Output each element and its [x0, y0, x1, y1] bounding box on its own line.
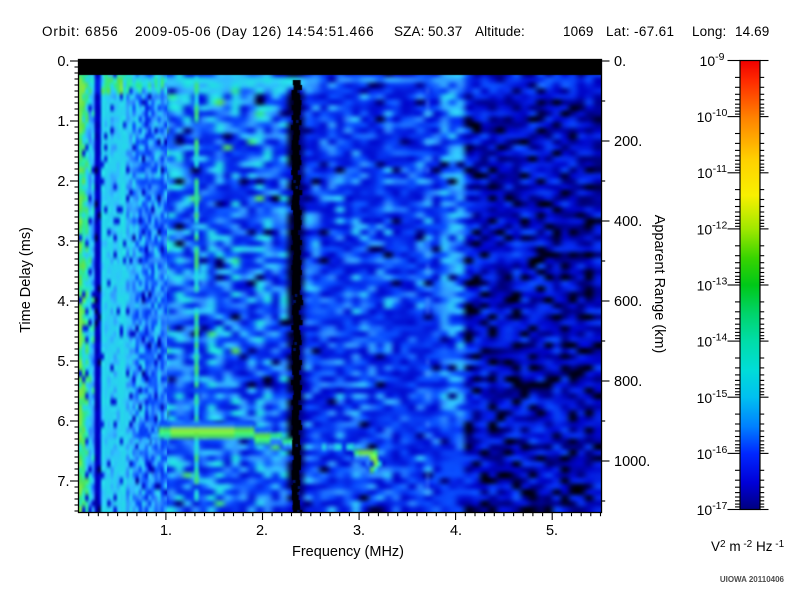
svg-text:3.: 3.	[57, 234, 69, 250]
svg-text:V2 m -2 Hz -1: V2 m -2 Hz -1	[711, 539, 785, 554]
svg-text:400.: 400.	[614, 214, 642, 230]
svg-text:1000.: 1000.	[614, 454, 650, 470]
svg-text:Frequency (MHz): Frequency (MHz)	[292, 544, 404, 560]
svg-text:10-10: 10-10	[697, 107, 728, 125]
svg-text:10-15: 10-15	[697, 388, 728, 406]
svg-text:10-17: 10-17	[697, 500, 728, 518]
svg-text:5.: 5.	[546, 523, 558, 539]
svg-text:10-12: 10-12	[697, 219, 728, 237]
svg-text:200.: 200.	[614, 134, 642, 150]
svg-text:4.: 4.	[450, 523, 462, 539]
svg-text:UIOWA 20110406: UIOWA 20110406	[720, 575, 785, 584]
svg-text:2.: 2.	[256, 523, 268, 539]
svg-text:Time Delay (ms): Time Delay (ms)	[18, 227, 34, 333]
svg-text:10-16: 10-16	[697, 444, 728, 462]
svg-text:4.: 4.	[57, 294, 69, 310]
svg-text:Apparent Range (km): Apparent Range (km)	[651, 215, 667, 354]
svg-text:10-11: 10-11	[697, 163, 727, 181]
svg-text:10-9: 10-9	[700, 51, 725, 69]
svg-text:7.: 7.	[57, 474, 69, 490]
svg-text:10-14: 10-14	[697, 332, 728, 350]
svg-text:800.: 800.	[614, 374, 642, 390]
svg-text:1.: 1.	[160, 523, 172, 539]
svg-text:0.: 0.	[57, 54, 69, 70]
svg-text:1.: 1.	[57, 114, 69, 130]
svg-text:2.: 2.	[57, 174, 69, 190]
svg-text:3.: 3.	[353, 523, 365, 539]
svg-text:5.: 5.	[57, 354, 69, 370]
svg-text:10-13: 10-13	[697, 276, 728, 294]
svg-text:600.: 600.	[614, 294, 642, 310]
svg-text:6.: 6.	[57, 414, 69, 430]
svg-text:0.: 0.	[614, 54, 626, 70]
